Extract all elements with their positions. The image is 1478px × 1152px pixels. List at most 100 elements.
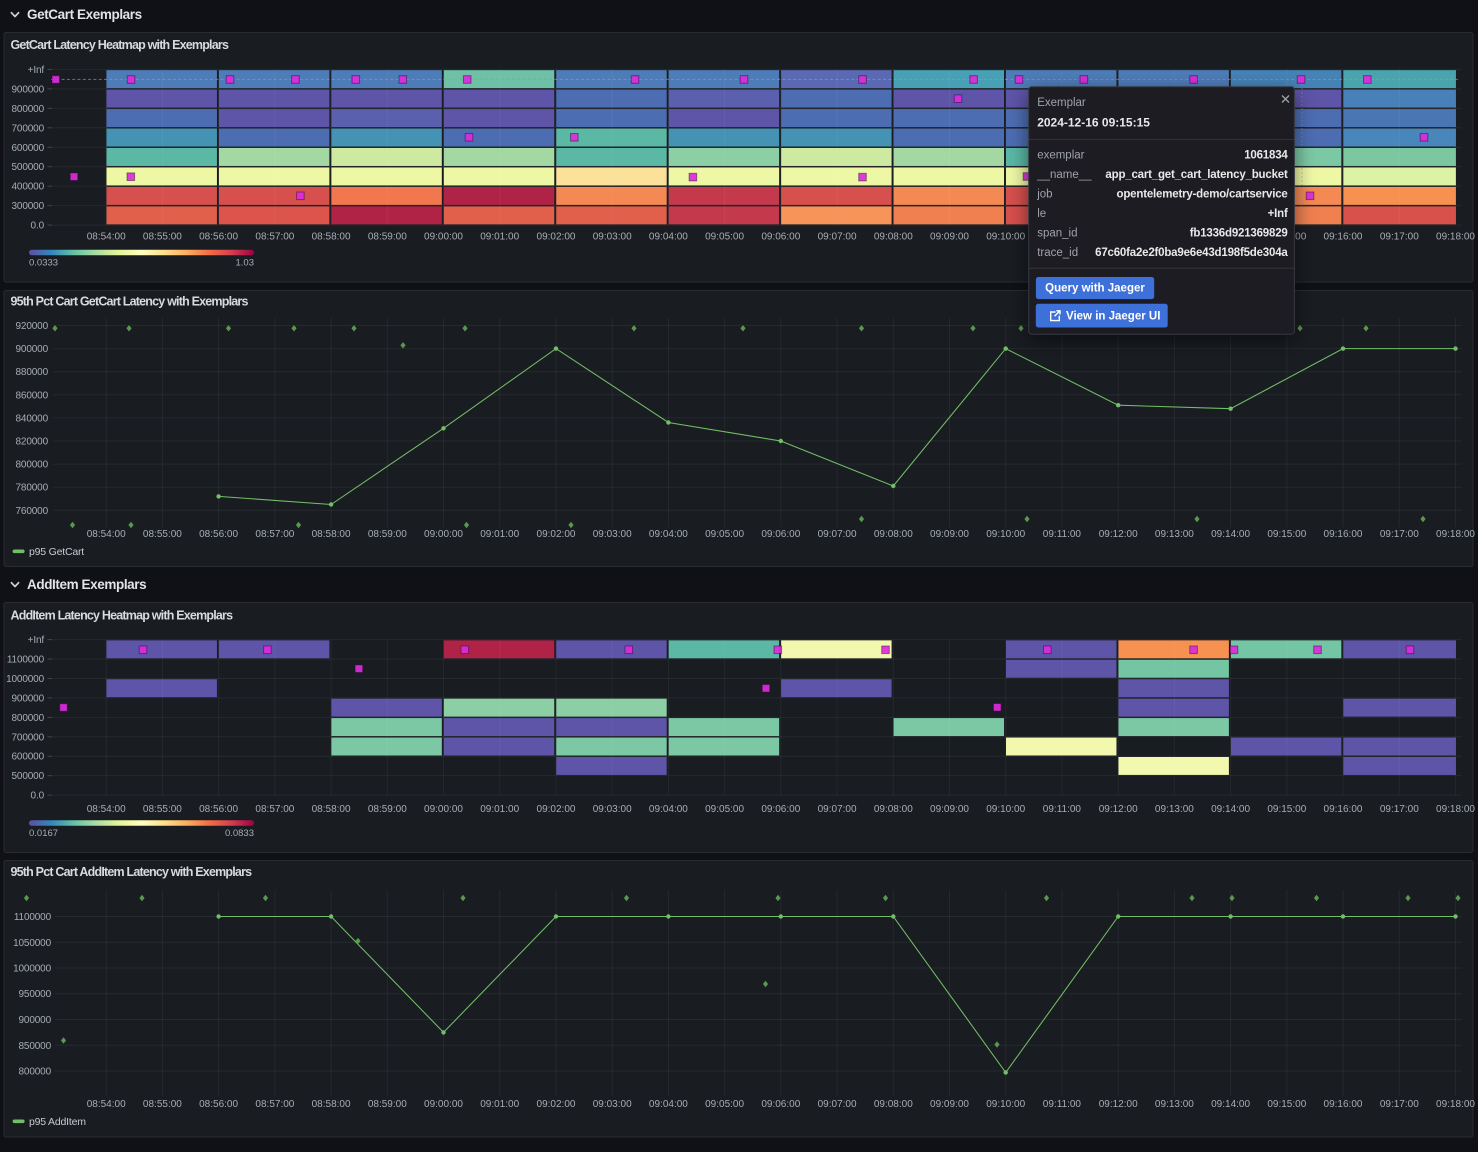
svg-text:1000000: 1000000 <box>13 964 51 975</box>
svg-text:09:10:00: 09:10:00 <box>986 1099 1025 1110</box>
svg-text:1100000: 1100000 <box>7 655 45 666</box>
svg-text:500000: 500000 <box>12 771 45 782</box>
svg-text:09:00:00: 09:00:00 <box>424 232 463 243</box>
svg-text:09:18:00: 09:18:00 <box>1436 1099 1475 1110</box>
svg-text:08:58:00: 08:58:00 <box>312 1099 351 1110</box>
svg-text:0.0167: 0.0167 <box>29 828 58 839</box>
svg-text:09:01:00: 09:01:00 <box>480 232 519 243</box>
svg-text:09:09:00: 09:09:00 <box>930 804 969 815</box>
svg-text:1000000: 1000000 <box>6 674 44 685</box>
svg-text:09:12:00: 09:12:00 <box>1099 804 1138 815</box>
svg-text:09:01:00: 09:01:00 <box>480 1099 519 1110</box>
svg-text:09:12:00: 09:12:00 <box>1099 1099 1138 1110</box>
svg-text:800000: 800000 <box>19 1067 52 1078</box>
svg-text:09:14:00: 09:14:00 <box>1211 529 1250 540</box>
svg-text:09:16:00: 09:16:00 <box>1324 1099 1363 1110</box>
svg-text:09:11:00: 09:11:00 <box>1043 804 1082 815</box>
svg-text:09:05:00: 09:05:00 <box>705 232 744 243</box>
svg-text:09:03:00: 09:03:00 <box>593 529 632 540</box>
svg-text:09:04:00: 09:04:00 <box>649 232 688 243</box>
svg-text:09:01:00: 09:01:00 <box>480 529 519 540</box>
svg-text:09:17:00: 09:17:00 <box>1380 1099 1419 1110</box>
svg-text:09:13:00: 09:13:00 <box>1155 1099 1194 1110</box>
svg-text:09:06:00: 09:06:00 <box>761 232 800 243</box>
svg-text:09:04:00: 09:04:00 <box>649 804 688 815</box>
svg-text:09:15:00: 09:15:00 <box>1267 529 1306 540</box>
svg-text:09:16:00: 09:16:00 <box>1324 529 1363 540</box>
svg-text:09:18:00: 09:18:00 <box>1436 529 1475 540</box>
svg-text:09:08:00: 09:08:00 <box>874 529 913 540</box>
svg-text:09:06:00: 09:06:00 <box>761 1099 800 1110</box>
svg-text:900000: 900000 <box>12 84 45 95</box>
svg-text:09:04:00: 09:04:00 <box>649 529 688 540</box>
svg-text:09:04:00: 09:04:00 <box>649 1099 688 1110</box>
svg-text:08:58:00: 08:58:00 <box>312 529 351 540</box>
svg-text:09:13:00: 09:13:00 <box>1155 529 1194 540</box>
svg-text:Exemplar: Exemplar <box>1037 97 1086 109</box>
svg-text:08:56:00: 08:56:00 <box>199 1099 238 1110</box>
svg-text:08:54:00: 08:54:00 <box>87 804 126 815</box>
svg-text:780000: 780000 <box>16 483 49 494</box>
svg-text:09:10:00: 09:10:00 <box>986 529 1025 540</box>
svg-text:08:55:00: 08:55:00 <box>143 1099 182 1110</box>
svg-text:09:18:00: 09:18:00 <box>1436 804 1475 815</box>
svg-text:09:01:00: 09:01:00 <box>480 804 519 815</box>
svg-text:08:59:00: 08:59:00 <box>368 232 407 243</box>
svg-text:+Inf: +Inf <box>28 635 45 646</box>
svg-text:09:12:00: 09:12:00 <box>1099 529 1138 540</box>
svg-text:09:03:00: 09:03:00 <box>593 232 632 243</box>
svg-text:09:14:00: 09:14:00 <box>1211 1099 1250 1110</box>
svg-text:Query with Jaeger: Query with Jaeger <box>1045 283 1145 295</box>
svg-text:600000: 600000 <box>12 752 45 763</box>
svg-text:span_id: span_id <box>1037 227 1077 239</box>
svg-text:GetCart Latency Heatmap with E: GetCart Latency Heatmap with Exemplars <box>11 38 229 52</box>
svg-text:800000: 800000 <box>12 104 45 115</box>
svg-text:09:06:00: 09:06:00 <box>761 804 800 815</box>
svg-text:900000: 900000 <box>12 693 45 704</box>
svg-text:__name__: __name__ <box>1036 169 1092 181</box>
svg-text:09:07:00: 09:07:00 <box>818 232 857 243</box>
svg-text:67c60fa2e2f0ba9e6e43d198f5de30: 67c60fa2e2f0ba9e6e43d198f5de304a <box>1095 247 1288 259</box>
svg-text:09:17:00: 09:17:00 <box>1380 232 1419 243</box>
svg-text:850000: 850000 <box>19 1041 52 1052</box>
svg-text:AddItem Latency Heatmap with E: AddItem Latency Heatmap with Exemplars <box>11 609 234 623</box>
svg-text:08:59:00: 08:59:00 <box>368 529 407 540</box>
svg-text:300000: 300000 <box>12 201 45 212</box>
svg-text:08:59:00: 08:59:00 <box>368 804 407 815</box>
svg-text:1.03: 1.03 <box>236 257 255 268</box>
svg-text:0.0333: 0.0333 <box>29 257 58 268</box>
svg-text:760000: 760000 <box>16 506 49 517</box>
svg-text:1061834: 1061834 <box>1244 149 1288 161</box>
svg-text:09:11:00: 09:11:00 <box>1043 529 1082 540</box>
svg-text:08:54:00: 08:54:00 <box>87 232 126 243</box>
svg-text:500000: 500000 <box>12 162 45 173</box>
svg-text:GetCart Exemplars: GetCart Exemplars <box>27 7 142 22</box>
svg-text:900000: 900000 <box>19 1015 52 1026</box>
svg-text:09:02:00: 09:02:00 <box>537 529 576 540</box>
svg-text:app_cart_get_cart_latency_buck: app_cart_get_cart_latency_bucket <box>1105 169 1288 181</box>
svg-text:opentelemetry-demo/cartservice: opentelemetry-demo/cartservice <box>1117 188 1288 200</box>
svg-text:09:07:00: 09:07:00 <box>818 804 857 815</box>
svg-text:le: le <box>1037 208 1046 220</box>
svg-text:AddItem Exemplars: AddItem Exemplars <box>27 577 146 592</box>
svg-text:09:02:00: 09:02:00 <box>537 804 576 815</box>
svg-text:08:57:00: 08:57:00 <box>255 529 294 540</box>
svg-text:09:05:00: 09:05:00 <box>705 1099 744 1110</box>
svg-text:700000: 700000 <box>12 123 45 134</box>
svg-text:09:16:00: 09:16:00 <box>1324 232 1363 243</box>
svg-text:800000: 800000 <box>16 460 49 471</box>
svg-text:950000: 950000 <box>19 989 52 1000</box>
svg-text:0.0833: 0.0833 <box>225 828 254 839</box>
svg-text:09:09:00: 09:09:00 <box>930 529 969 540</box>
svg-text:600000: 600000 <box>12 143 45 154</box>
svg-text:exemplar: exemplar <box>1037 149 1084 161</box>
svg-text:840000: 840000 <box>16 413 49 424</box>
svg-text:08:55:00: 08:55:00 <box>143 804 182 815</box>
svg-text:95th Pct Cart GetCart Latency: 95th Pct Cart GetCart Latency with Exemp… <box>11 295 249 309</box>
svg-text:trace_id: trace_id <box>1037 247 1078 259</box>
svg-text:09:10:00: 09:10:00 <box>986 804 1025 815</box>
svg-text:08:56:00: 08:56:00 <box>199 232 238 243</box>
svg-text:08:56:00: 08:56:00 <box>199 804 238 815</box>
svg-text:880000: 880000 <box>16 367 49 378</box>
svg-text:09:00:00: 09:00:00 <box>424 804 463 815</box>
